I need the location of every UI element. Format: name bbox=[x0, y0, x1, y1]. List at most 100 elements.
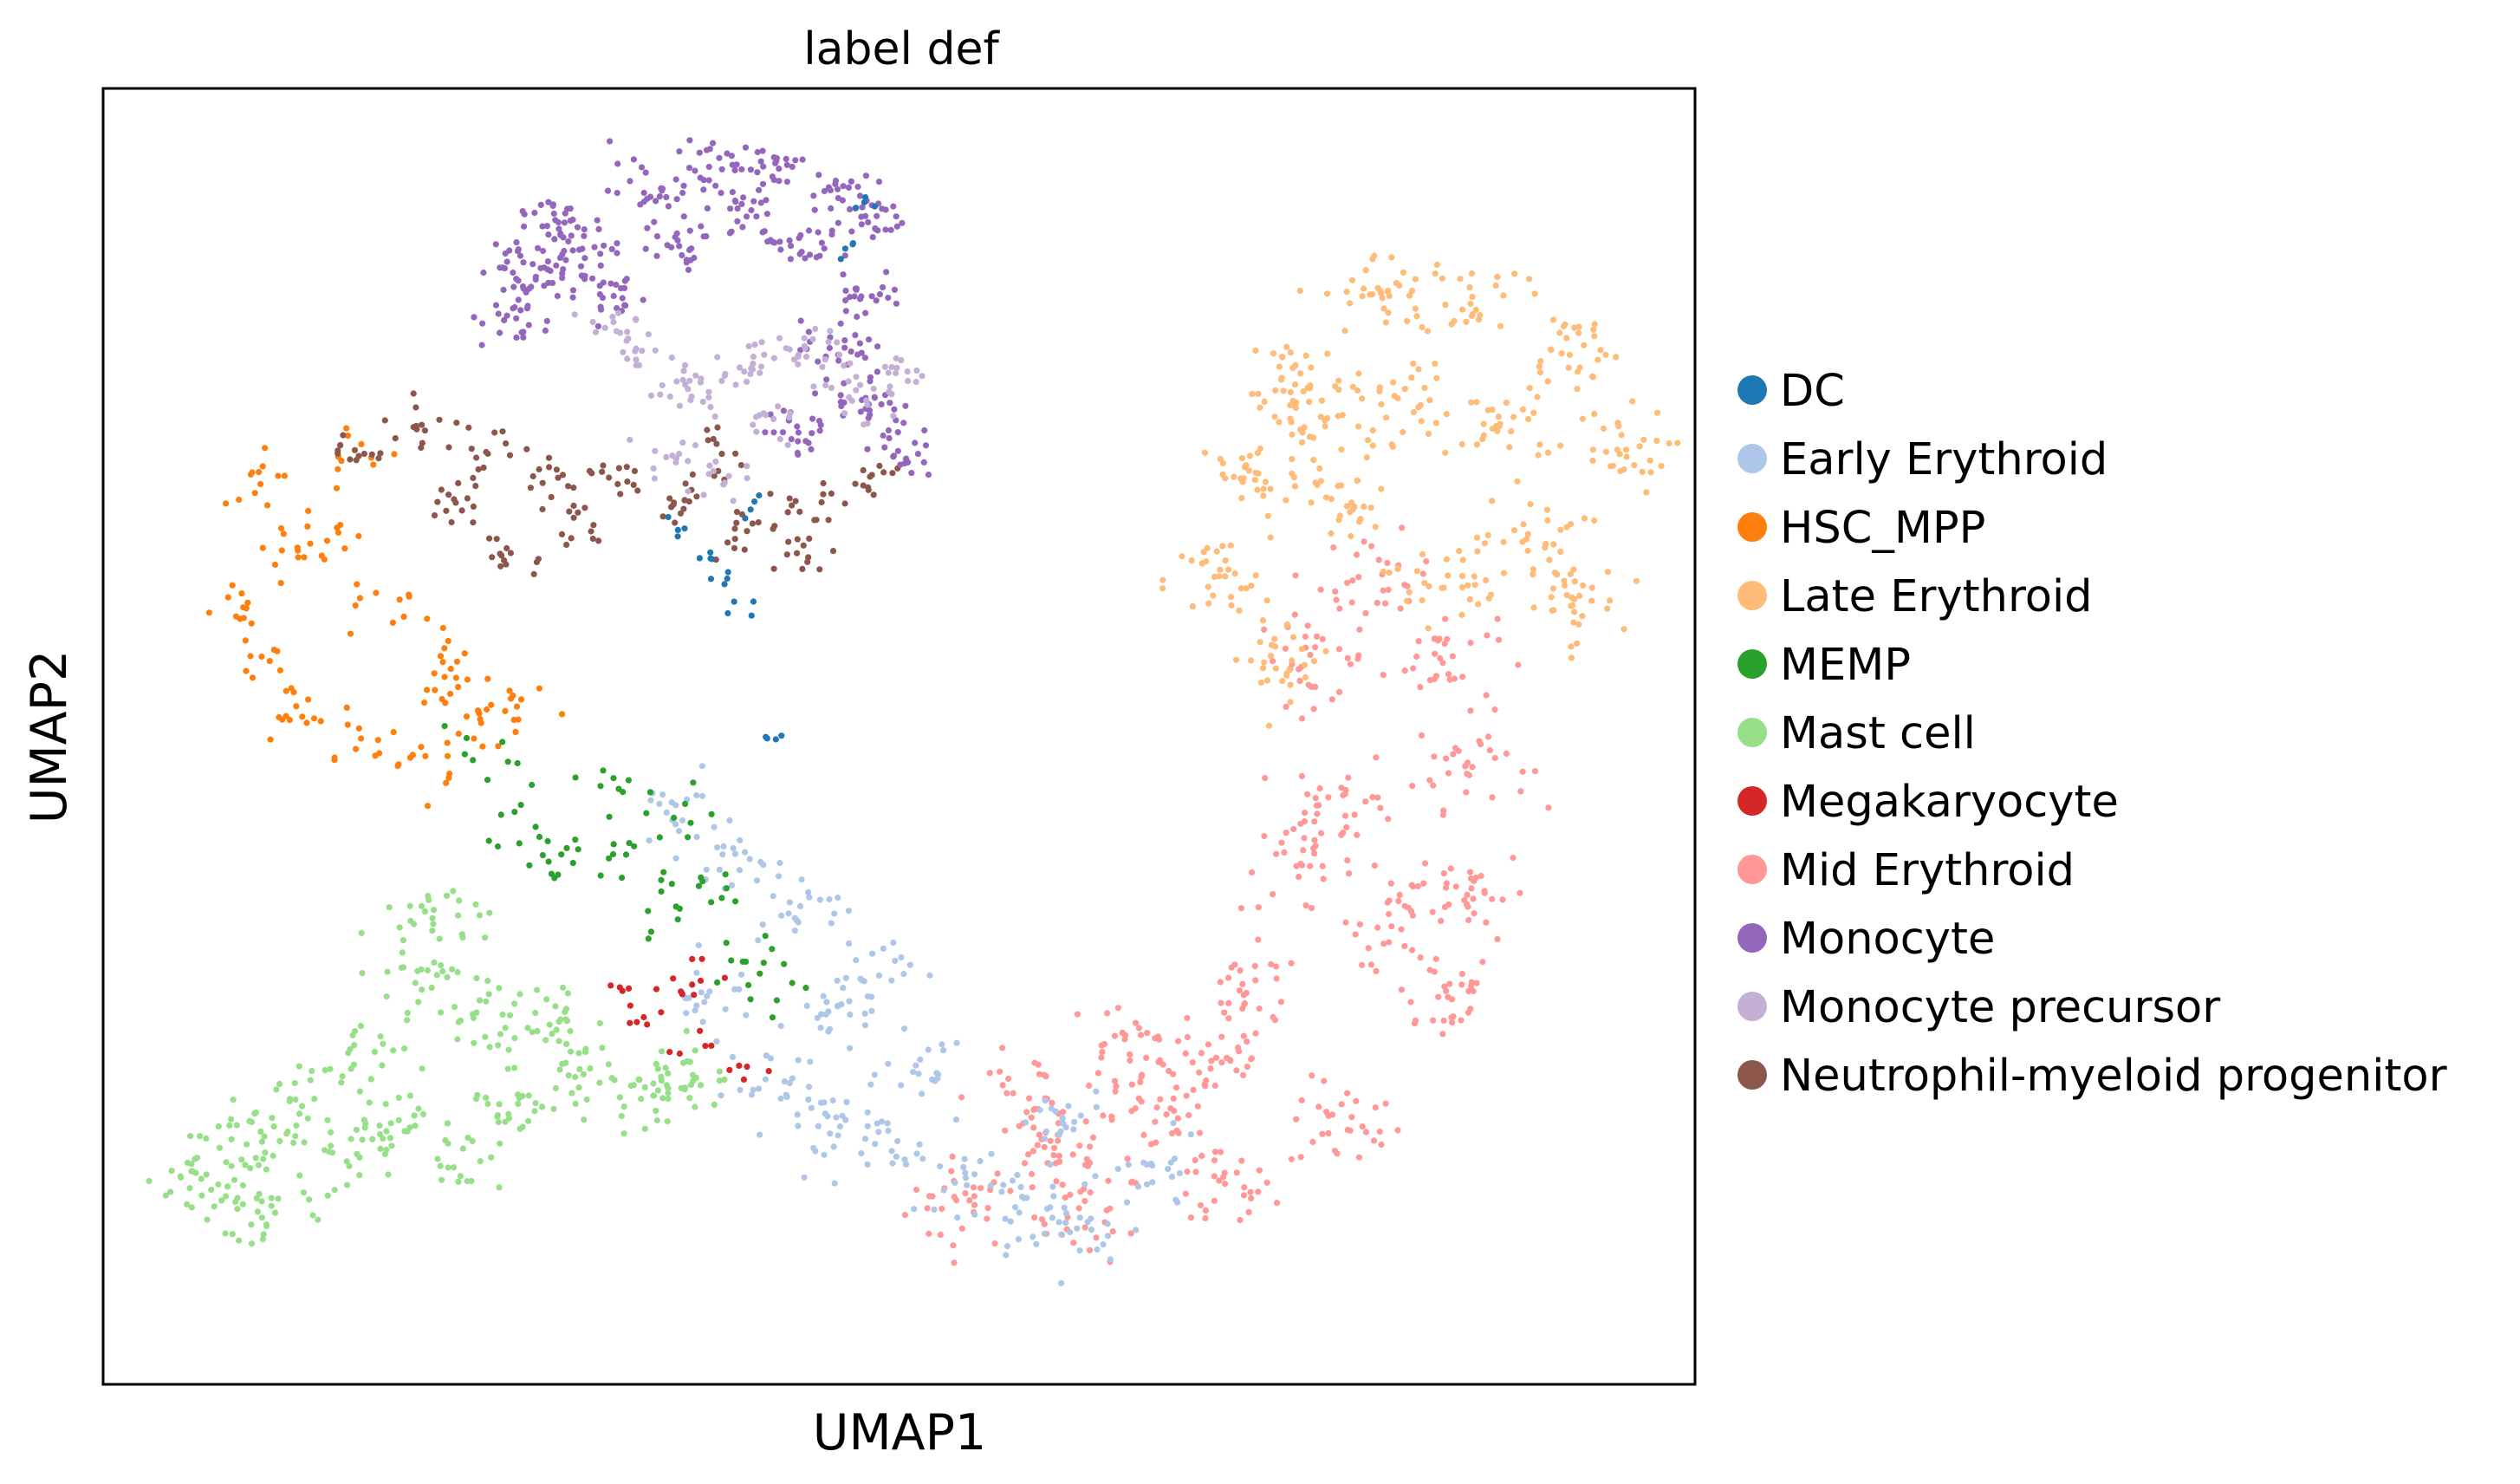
data-point bbox=[732, 898, 739, 905]
data-point bbox=[615, 309, 622, 316]
data-point bbox=[1370, 1137, 1378, 1144]
data-point bbox=[779, 429, 787, 436]
data-point bbox=[1189, 602, 1196, 610]
data-point bbox=[268, 1194, 275, 1201]
data-point bbox=[718, 166, 725, 172]
data-point bbox=[1464, 891, 1471, 898]
legend-marker bbox=[1737, 375, 1767, 405]
data-point bbox=[604, 187, 612, 194]
data-point bbox=[445, 444, 452, 451]
data-point bbox=[712, 182, 719, 189]
data-point bbox=[395, 761, 402, 768]
data-point bbox=[380, 1040, 386, 1047]
data-point bbox=[894, 429, 901, 436]
data-point bbox=[853, 957, 860, 964]
data-point bbox=[1479, 959, 1486, 966]
data-point bbox=[276, 713, 283, 721]
legend-marker bbox=[1737, 444, 1767, 473]
data-point bbox=[615, 785, 622, 792]
data-point bbox=[905, 377, 912, 385]
data-point bbox=[494, 1113, 501, 1120]
data-point bbox=[581, 1116, 588, 1123]
data-point bbox=[776, 859, 783, 867]
data-point bbox=[818, 498, 825, 506]
data-point bbox=[480, 464, 487, 472]
data-point bbox=[898, 357, 905, 364]
data-point bbox=[1401, 386, 1408, 393]
data-point bbox=[864, 1109, 871, 1116]
data-point bbox=[1104, 1010, 1111, 1017]
data-point bbox=[700, 491, 707, 498]
data-point bbox=[703, 866, 710, 873]
data-point bbox=[744, 463, 750, 470]
data-point bbox=[562, 257, 569, 264]
data-point bbox=[1261, 832, 1268, 840]
data-point bbox=[1415, 366, 1422, 373]
data-point bbox=[192, 1155, 198, 1162]
data-point bbox=[742, 849, 749, 856]
data-point bbox=[1094, 1246, 1101, 1253]
data-point bbox=[837, 256, 844, 263]
data-point bbox=[1100, 1241, 1107, 1248]
data-point bbox=[1324, 350, 1331, 357]
data-point bbox=[1369, 426, 1376, 434]
data-point bbox=[1149, 1179, 1156, 1186]
data-point bbox=[439, 967, 446, 975]
data-point bbox=[1361, 503, 1367, 511]
data-point bbox=[940, 1187, 947, 1194]
data-point bbox=[871, 203, 879, 210]
data-point bbox=[418, 444, 425, 452]
data-point bbox=[708, 899, 715, 906]
data-point bbox=[232, 613, 240, 620]
data-point bbox=[1439, 1031, 1446, 1038]
data-point bbox=[1098, 1042, 1105, 1049]
data-point bbox=[293, 703, 300, 710]
data-point bbox=[676, 905, 684, 912]
data-point bbox=[1070, 1126, 1077, 1133]
data-point bbox=[400, 964, 407, 971]
data-point bbox=[816, 566, 823, 573]
data-point bbox=[632, 348, 639, 355]
data-point bbox=[1442, 884, 1450, 891]
data-point bbox=[525, 1092, 532, 1099]
data-point bbox=[554, 292, 562, 300]
data-point bbox=[869, 234, 876, 241]
data-point bbox=[1290, 825, 1297, 833]
data-point bbox=[1359, 961, 1366, 968]
data-point bbox=[461, 751, 469, 758]
data-point bbox=[1248, 657, 1255, 664]
data-point bbox=[1059, 1181, 1066, 1188]
data-point bbox=[1114, 1166, 1121, 1173]
data-point bbox=[1016, 1209, 1023, 1216]
data-point bbox=[592, 329, 600, 335]
data-point bbox=[1302, 633, 1309, 641]
data-point bbox=[762, 429, 769, 436]
data-point bbox=[707, 555, 714, 562]
data-point bbox=[1430, 782, 1437, 789]
data-point bbox=[1306, 385, 1313, 392]
data-point bbox=[275, 472, 282, 479]
data-point bbox=[744, 213, 750, 220]
data-point bbox=[1317, 413, 1324, 420]
data-point bbox=[749, 520, 757, 527]
data-point bbox=[789, 163, 796, 170]
data-point bbox=[290, 689, 297, 696]
data-point bbox=[1542, 544, 1549, 551]
y-axis-label: UMAP2 bbox=[21, 650, 78, 824]
data-point bbox=[614, 240, 620, 247]
legend-item: Monocyte precursor bbox=[1737, 982, 2220, 1033]
data-point bbox=[323, 537, 331, 544]
data-point bbox=[468, 446, 475, 452]
data-point bbox=[1409, 783, 1416, 790]
data-point bbox=[1497, 322, 1504, 329]
data-point bbox=[721, 479, 728, 486]
data-point bbox=[576, 1065, 583, 1072]
data-point bbox=[1394, 1127, 1401, 1134]
data-point bbox=[597, 872, 604, 879]
data-point bbox=[444, 739, 451, 746]
data-point bbox=[1674, 439, 1681, 446]
data-point bbox=[672, 855, 679, 862]
data-point bbox=[1470, 895, 1477, 902]
data-point bbox=[783, 345, 789, 352]
data-point bbox=[1472, 874, 1479, 882]
